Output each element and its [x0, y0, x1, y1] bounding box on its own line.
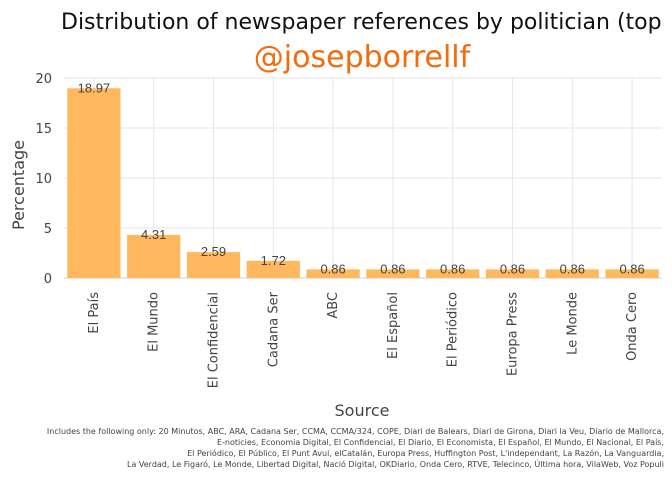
- data-label: 1.72: [261, 253, 286, 268]
- x-tick-label: Cadana Ser: [266, 291, 281, 367]
- bar: [67, 88, 121, 278]
- data-label: 4.31: [141, 227, 166, 242]
- data-label: 2.59: [201, 244, 226, 259]
- bar: [485, 269, 540, 278]
- bar: [426, 269, 480, 278]
- data-label: 0.86: [380, 261, 405, 276]
- y-tick-label: 15: [35, 122, 52, 137]
- x-tick-label: El Confidencial: [207, 292, 222, 388]
- y-tick-label: 10: [35, 172, 52, 187]
- y-tick-labels: 0 5 10 15 20: [35, 72, 52, 287]
- bar: [545, 269, 599, 278]
- caption-line: E-noticies, Economia Digital, El Confide…: [217, 438, 664, 447]
- data-label: 0.86: [440, 261, 465, 276]
- y-tick-label: 0: [44, 272, 52, 287]
- y-tick-label: 5: [44, 222, 52, 237]
- chart-title: Distribution of newspaper references by …: [61, 10, 662, 35]
- caption-line: La Verdad, Le Figaró, Le Monde, Libertad…: [127, 458, 664, 469]
- y-axis-title: Percentage: [9, 140, 28, 230]
- bar: [186, 252, 241, 278]
- data-label: 0.86: [320, 261, 345, 276]
- data-label: 0.86: [560, 261, 585, 276]
- data-labels: 18.97 4.31 2.59 1.72 0.86 0.86 0.86 0.86 0.86 0.8…: [78, 80, 645, 276]
- x-tick-label: Onda Cero: [625, 292, 640, 361]
- x-tick-label: El Mundo: [147, 292, 162, 352]
- x-tick-label: Europa Press: [506, 292, 521, 376]
- x-tick-label: Le Monde: [565, 292, 580, 355]
- y-tick-label: 20: [35, 72, 52, 87]
- x-tick-label: ABC: [326, 292, 341, 319]
- x-tick-label: El Periódico: [446, 292, 461, 367]
- data-label: 18.97: [78, 80, 111, 95]
- data-label: 0.86: [500, 261, 525, 276]
- bar: [246, 260, 300, 278]
- caption-line: Includes the following only: 20 Minutos,…: [47, 427, 664, 436]
- bar: [605, 269, 659, 278]
- bar: [127, 234, 181, 278]
- x-tick-labels: El País El Mundo El Confidencial Cadana Ser…: [87, 291, 640, 388]
- caption-line: El Periódico, El Público, El Punt Avui, …: [187, 448, 664, 458]
- bar: [366, 269, 420, 278]
- caption: Includes the following only: 20 Minutos,…: [47, 427, 664, 469]
- bar: [306, 269, 360, 278]
- data-label: 0.86: [619, 261, 644, 276]
- bars: [67, 88, 659, 278]
- x-axis-title: Source: [335, 401, 390, 420]
- x-tick-label: El Español: [386, 292, 401, 359]
- chart-subtitle: @josepborrellf: [254, 40, 472, 75]
- x-tick-label: El País: [87, 292, 102, 334]
